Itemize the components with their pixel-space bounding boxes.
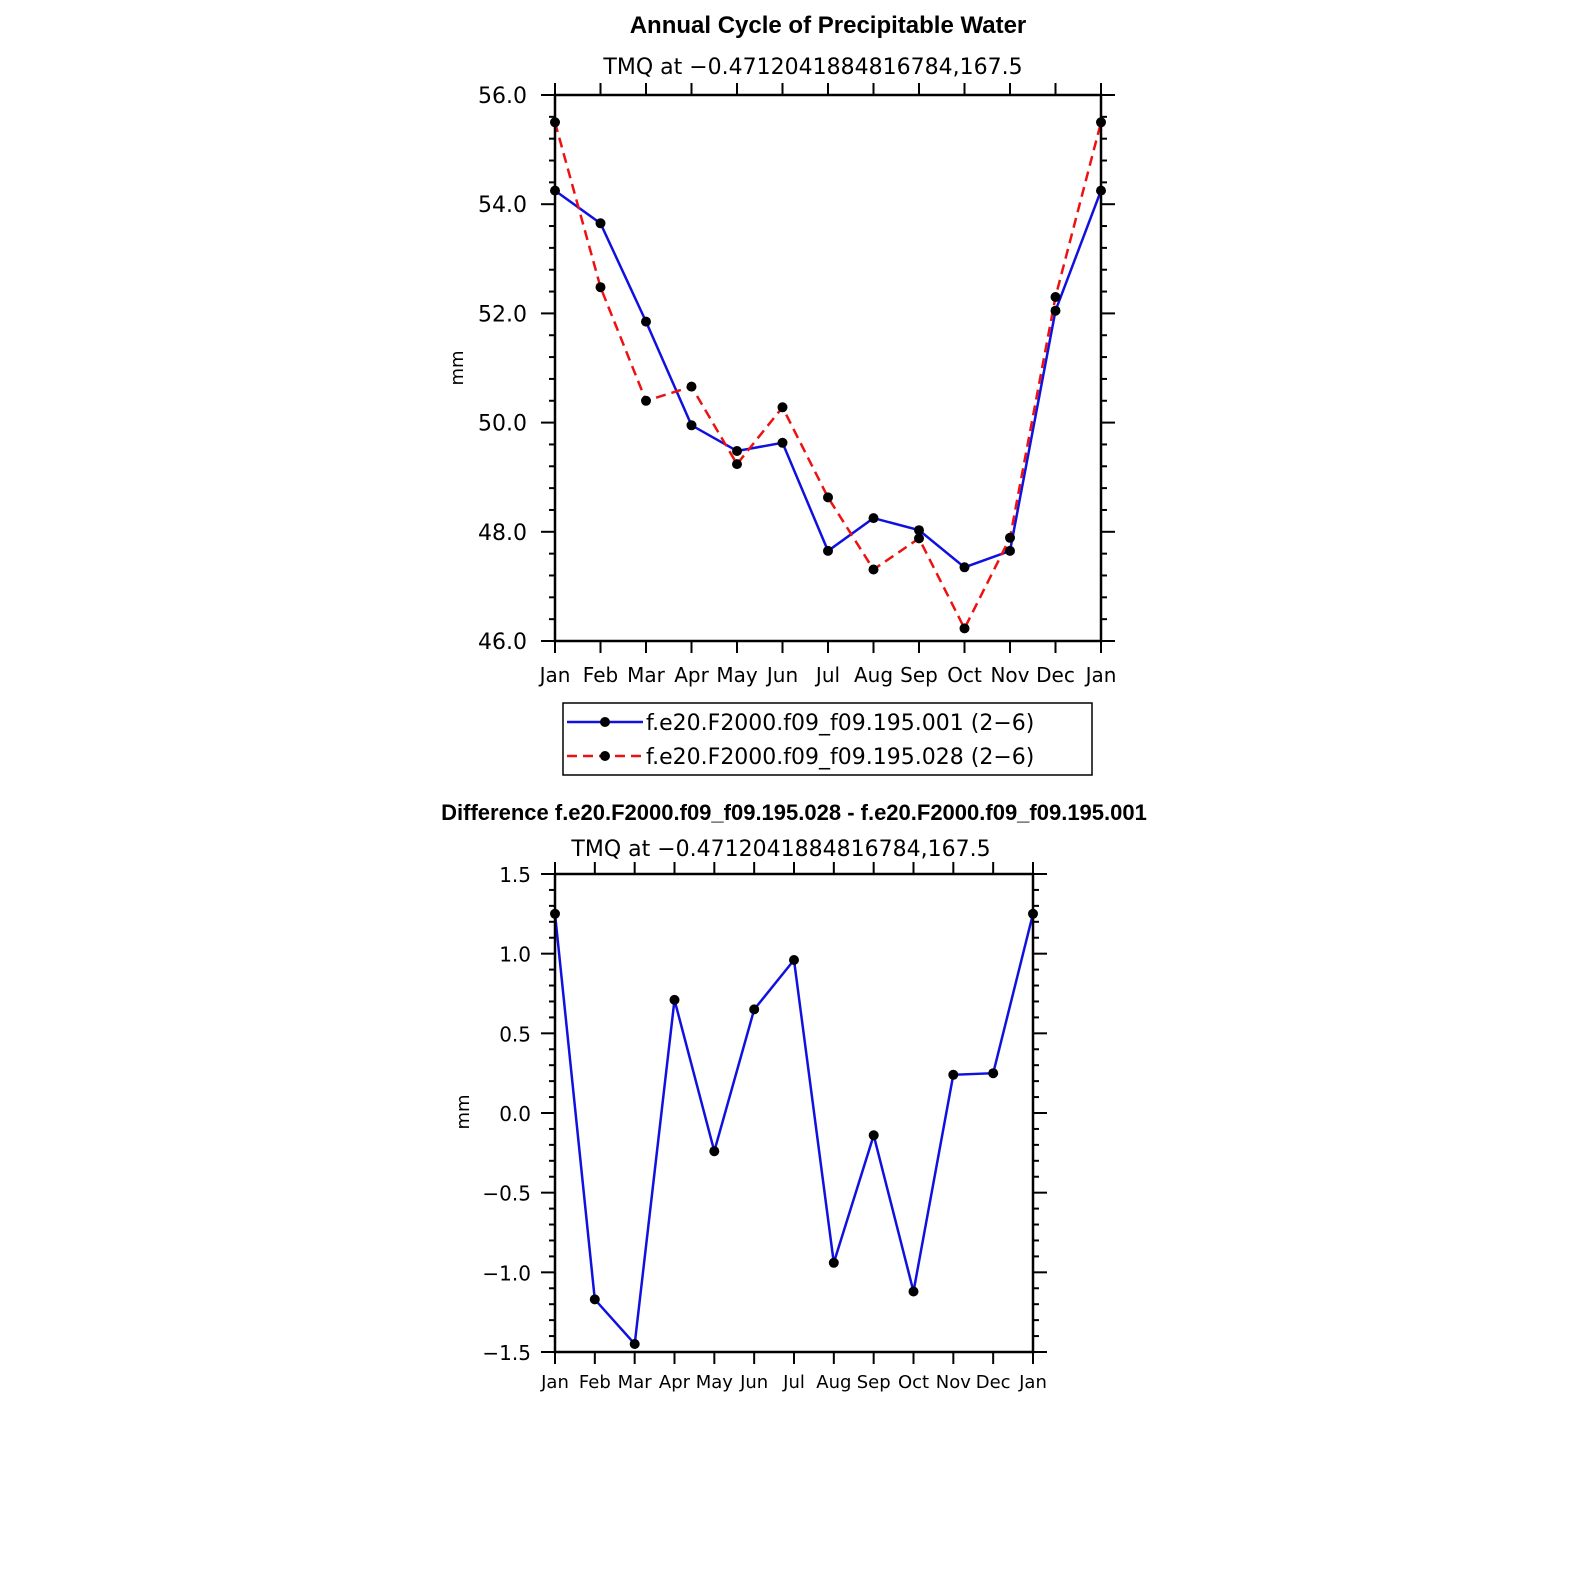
x-tick-label: Jan bbox=[540, 1372, 569, 1393]
data-point bbox=[641, 316, 651, 327]
x-tick-label: May bbox=[716, 663, 758, 687]
data-point bbox=[749, 1004, 760, 1015]
data-point bbox=[1005, 532, 1015, 543]
legend-label-series-1: f.e20.F2000.f09_f09.195.001 (2−6) bbox=[646, 711, 1034, 736]
data-point bbox=[595, 218, 606, 229]
data-point bbox=[732, 446, 742, 456]
x-tick-label: Sep bbox=[857, 1372, 891, 1393]
data-point bbox=[595, 282, 606, 293]
y-tick-label: −0.5 bbox=[482, 1182, 531, 1206]
data-point bbox=[828, 1257, 839, 1268]
data-point bbox=[914, 533, 924, 544]
x-tick-label: Mar bbox=[618, 1372, 653, 1393]
data-point bbox=[777, 437, 788, 448]
x-tick-label: Mar bbox=[627, 663, 666, 687]
legend-marker-series-1 bbox=[600, 717, 610, 727]
x-tick-label: Dec bbox=[1036, 663, 1075, 687]
x-tick-label: Jun bbox=[765, 663, 798, 687]
x-tick-label: Apr bbox=[674, 663, 709, 687]
x-tick-label: Dec bbox=[976, 1372, 1011, 1393]
plot-frame bbox=[553, 93, 1103, 643]
data-point bbox=[959, 562, 970, 573]
x-tick-label: Jan bbox=[538, 663, 571, 687]
data-point bbox=[641, 395, 651, 406]
y-tick-label: 48.0 bbox=[478, 521, 527, 546]
legend-box bbox=[562, 702, 1093, 776]
data-point bbox=[948, 1069, 959, 1080]
data-point bbox=[669, 994, 680, 1005]
y-axis-label: mm bbox=[453, 1094, 474, 1129]
data-point bbox=[988, 1068, 999, 1079]
y-tick-label: 1.5 bbox=[499, 863, 531, 887]
x-tick-label: Aug bbox=[854, 663, 893, 687]
data-point bbox=[629, 1339, 640, 1349]
difference-chart: Difference f.e20.F2000.f09_f09.195.028 -… bbox=[441, 800, 1147, 1393]
chart-title: Annual Cycle of Precipitable Water bbox=[630, 12, 1027, 39]
y-tick-label: 46.0 bbox=[478, 630, 527, 655]
data-point bbox=[823, 545, 833, 556]
series-markers bbox=[550, 908, 1038, 1349]
y-tick-label: 1.0 bbox=[499, 943, 531, 967]
y-tick-label: 56.0 bbox=[478, 84, 527, 109]
data-point bbox=[868, 1130, 879, 1141]
axis-ticks: Jan Feb Mar Apr May Jun Jul Aug Sep Oct Nov Dec Jan 4… bbox=[478, 83, 1116, 687]
y-tick-label: 54.0 bbox=[478, 193, 527, 218]
data-point bbox=[1050, 292, 1061, 302]
data-point bbox=[959, 623, 970, 634]
data-point bbox=[1005, 545, 1015, 556]
y-tick-label: −1.0 bbox=[482, 1261, 531, 1285]
data-point bbox=[868, 564, 879, 575]
y-tick-label: 52.0 bbox=[478, 302, 527, 327]
y-tick-label: 50.0 bbox=[478, 412, 527, 437]
x-tick-label: Nov bbox=[990, 663, 1029, 687]
x-tick-label: Jul bbox=[814, 663, 840, 687]
x-tick-label: Apr bbox=[659, 1372, 691, 1393]
x-tick-label: Oct bbox=[947, 663, 982, 687]
y-axis-label: mm bbox=[447, 350, 468, 385]
data-point bbox=[777, 402, 788, 413]
data-point bbox=[589, 1294, 600, 1305]
data-point bbox=[709, 1146, 720, 1157]
data-point bbox=[914, 525, 924, 536]
x-tick-label: Nov bbox=[936, 1372, 971, 1393]
chart-subtitle: TMQ at −0.4712041884816784,167.5 bbox=[602, 55, 1022, 80]
chart-subtitle: TMQ at −0.4712041884816784,167.5 bbox=[570, 837, 990, 862]
plot-frame bbox=[553, 872, 1035, 1354]
x-tick-label: Oct bbox=[898, 1372, 929, 1393]
x-tick-label: Jun bbox=[739, 1372, 768, 1393]
x-tick-label: Jan bbox=[1018, 1372, 1047, 1393]
y-tick-label: 0.0 bbox=[499, 1102, 531, 1126]
annual-cycle-chart: Annual Cycle of Precipitable Water TMQ a… bbox=[447, 12, 1116, 776]
data-point bbox=[868, 513, 879, 524]
y-tick-label: 0.5 bbox=[499, 1022, 531, 1046]
legend-label-series-2: f.e20.F2000.f09_f09.195.028 (2−6) bbox=[646, 745, 1034, 770]
axis-ticks: Jan Feb Mar Apr May Jun Jul Aug Sep Oct Nov Dec Jan−… bbox=[482, 862, 1047, 1393]
legend-marker-series-2 bbox=[600, 751, 610, 761]
data-point bbox=[686, 420, 697, 431]
x-tick-label: Feb bbox=[583, 663, 618, 687]
data-point bbox=[823, 492, 833, 503]
y-tick-label: −1.5 bbox=[482, 1341, 531, 1365]
chart-title: Difference f.e20.F2000.f09_f09.195.028 -… bbox=[441, 800, 1147, 825]
series-line-1 bbox=[554, 189, 1103, 569]
x-tick-label: Sep bbox=[900, 663, 938, 687]
series-line-1 bbox=[553, 913, 1035, 1347]
series-lines bbox=[553, 913, 1035, 1347]
data-point bbox=[789, 955, 799, 965]
data-point bbox=[908, 1286, 919, 1297]
x-tick-label: Aug bbox=[816, 1372, 851, 1393]
x-tick-label: Jan bbox=[1084, 663, 1117, 687]
x-tick-label: May bbox=[696, 1372, 734, 1393]
data-point bbox=[1050, 305, 1061, 316]
series-markers bbox=[550, 117, 1106, 634]
x-tick-label: Feb bbox=[579, 1372, 611, 1393]
data-point bbox=[686, 381, 697, 392]
data-point bbox=[732, 459, 742, 470]
legend: f.e20.F2000.f09_f09.195.001 (2−6) f.e20.… bbox=[562, 702, 1093, 776]
x-tick-label: Jul bbox=[782, 1372, 805, 1393]
